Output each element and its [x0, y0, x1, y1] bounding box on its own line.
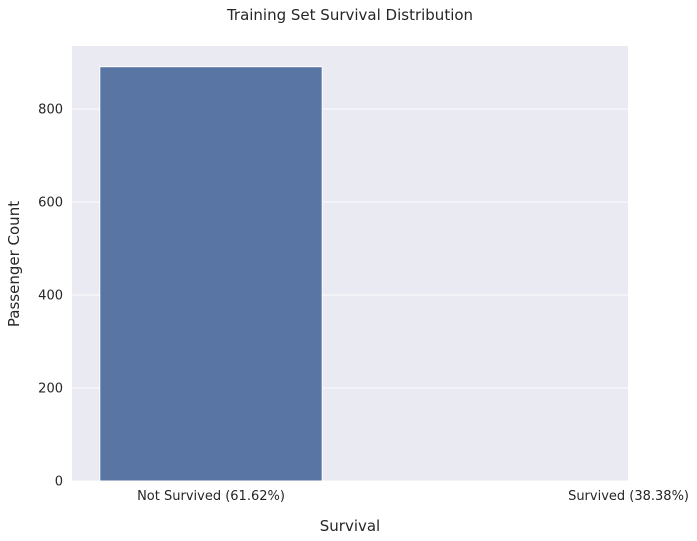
x-axis-label: Survival	[320, 517, 380, 535]
y-tick-label: 400	[38, 289, 63, 304]
y-axis-label: Passenger Count	[5, 201, 23, 327]
y-tick-label: 0	[55, 475, 63, 490]
bar	[99, 66, 323, 482]
y-tick-label: 600	[38, 196, 63, 211]
y-axis-ticks: 0 200 400 600 800	[38, 103, 63, 490]
x-tick-label: Not Survived (61.62%)	[137, 489, 285, 504]
bars	[99, 66, 323, 482]
y-tick-label: 800	[38, 103, 63, 118]
x-tick-label: Survived (38.38%)	[568, 489, 689, 504]
y-tick-label: 200	[38, 382, 63, 397]
x-axis-ticks: Not Survived (61.62%) Survived (38.38%)	[137, 489, 689, 504]
chart-title: Training Set Survival Distribution	[226, 6, 473, 24]
